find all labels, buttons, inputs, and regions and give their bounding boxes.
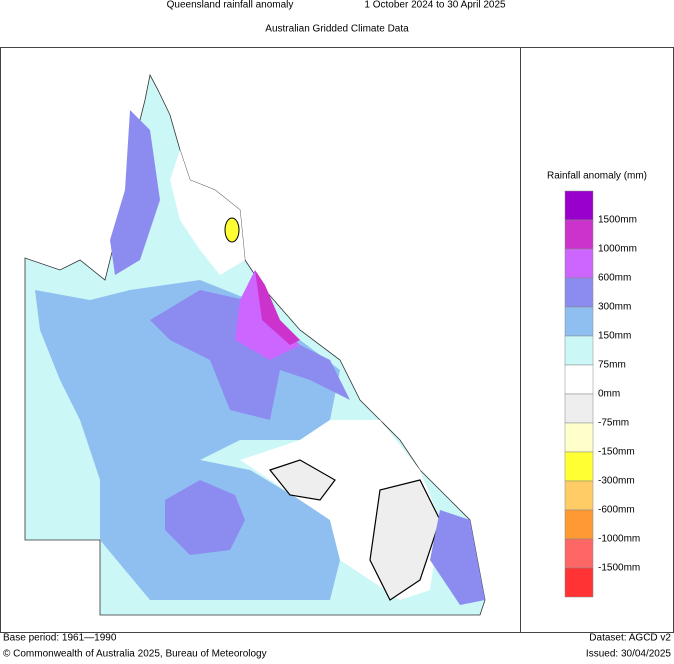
legend-label: 75mm [598, 360, 626, 371]
region-600 [150, 290, 350, 420]
legend-label: -1500mm [598, 563, 640, 574]
region-600b [165, 480, 245, 555]
legend-label: 0mm [598, 389, 620, 400]
legend-label: -75mm [598, 418, 629, 429]
legend-label: 150mm [598, 331, 631, 342]
region-dry [224, 217, 240, 243]
legend-label: 1500mm [598, 215, 637, 226]
legend-swatch [564, 364, 594, 395]
legend-label: -1000mm [598, 534, 640, 545]
legend-swatch [564, 509, 594, 540]
copyright: © Commonwealth of Australia 2025, Bureau… [3, 649, 267, 659]
region-1500 [255, 270, 300, 345]
map [24, 73, 486, 616]
legend-label: 1000mm [598, 244, 637, 255]
region-neg [268, 459, 336, 501]
legend-label: -600mm [598, 505, 635, 516]
period: 1 October 2024 to 30 April 2025 [364, 0, 506, 11]
issued: Issued: 30/04/2025 [586, 649, 672, 659]
subtitle: Australian Gridded Climate Data [265, 24, 409, 35]
legend-label: -150mm [598, 447, 635, 458]
legend-label: 600mm [598, 273, 631, 284]
legend: 1500mm 1000mm 600mm 300mm 150mm 75mm 0mm -75mm -… [564, 190, 640, 598]
base-period: Base period: 1961—1990 [3, 633, 117, 644]
legend-title: Rainfall anomaly (mm) [547, 171, 647, 182]
legend-swatch [564, 567, 594, 598]
legend-swatch [564, 480, 594, 511]
legend-swatch [564, 422, 594, 453]
legend-swatch [564, 538, 594, 569]
legend-label: 300mm [598, 302, 631, 313]
legend-swatch [564, 393, 594, 424]
legend-swatch [564, 190, 594, 221]
legend-swatch [564, 277, 594, 308]
legend-swatch [564, 335, 594, 366]
legend-swatch [564, 248, 594, 279]
region-0 [170, 150, 245, 275]
legend-swatch [564, 306, 594, 337]
title: Queensland rainfall anomaly [167, 0, 294, 11]
legend-label: -300mm [598, 476, 635, 487]
region-600d [430, 510, 485, 605]
dataset: Dataset: AGCD v2 [589, 633, 671, 644]
region-600c [110, 110, 160, 275]
legend-swatch [564, 219, 594, 250]
region-negb [369, 479, 441, 601]
legend-swatch [564, 451, 594, 482]
